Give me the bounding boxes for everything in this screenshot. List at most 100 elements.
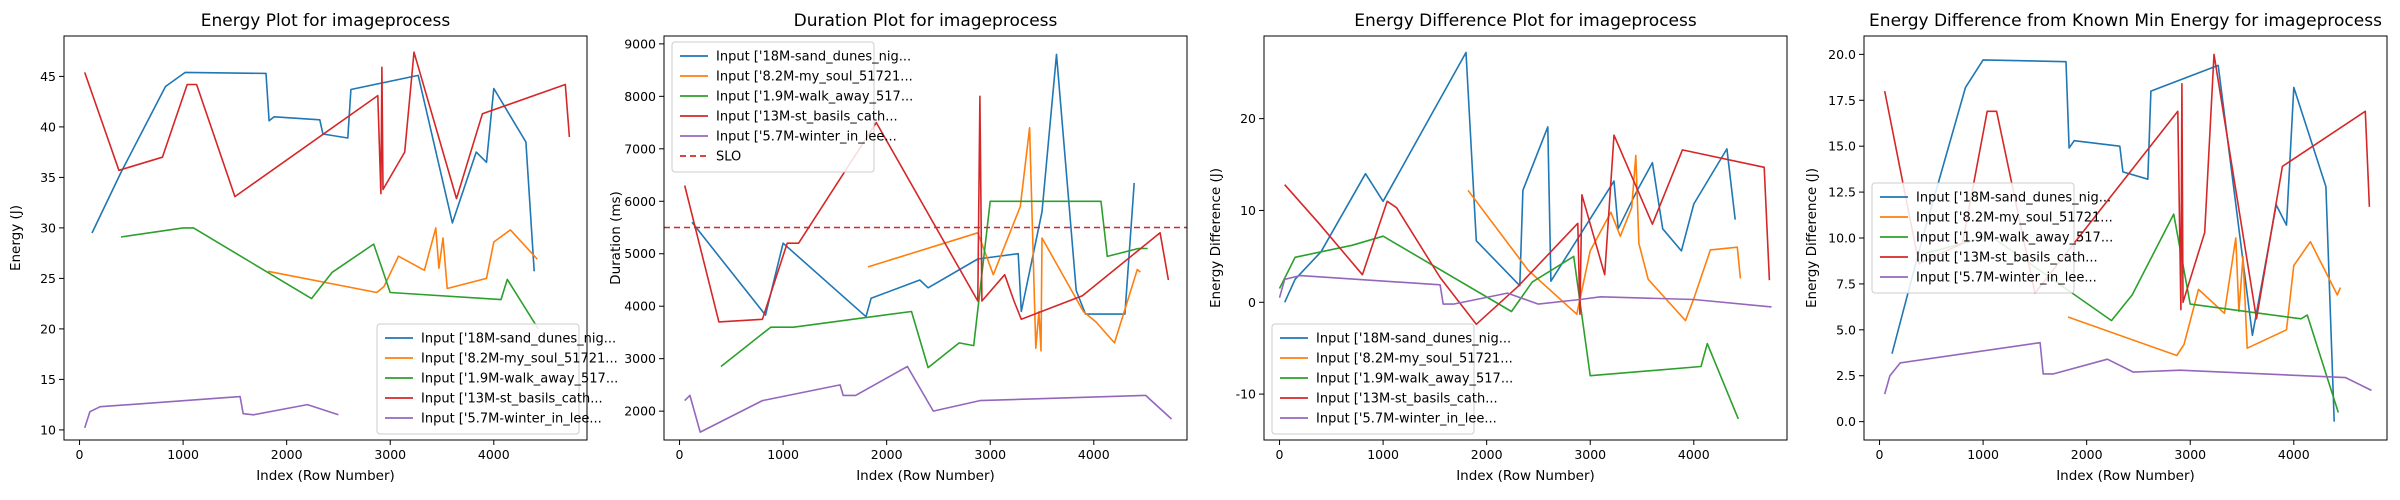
x-tick-label: 1000: [767, 447, 799, 462]
x-tick-label: 0: [1876, 447, 1884, 462]
x-tick-label: 4000: [1678, 447, 1710, 462]
series-group: [1278, 51, 1772, 420]
legend-label: Input ['18M-sand_dunes_nig...: [1916, 191, 2111, 206]
legend-label: Input ['1.9M-walk_away_517...: [716, 90, 913, 105]
chart-panel-2: Duration Plot for imageprocess 0 1000 2000 3…: [608, 11, 1188, 484]
legend-label: Input ['1.9M-walk_away_517...: [1316, 372, 1513, 387]
x-tick-label: 3000: [1574, 447, 1606, 462]
legend-label: Input ['5.7M-winter_in_lee...: [421, 412, 602, 427]
x-tick-label: 2000: [871, 447, 903, 462]
y-tick-label: 12.5: [1828, 185, 1856, 200]
x-tick-label: 3000: [2174, 447, 2206, 462]
y-tick-label: 7.5: [1836, 276, 1856, 291]
y-tick-label: 45: [40, 69, 56, 84]
chart-panel-3: Energy Difference Plot for imageprocess 0…: [1208, 11, 1788, 484]
chart-title: Energy Difference from Known Min Energy …: [1869, 11, 2382, 31]
legend-label: Input ['1.9M-walk_away_517...: [421, 372, 618, 387]
x-tick-label: 3000: [974, 447, 1006, 462]
y-axis-label: Energy (J): [8, 205, 24, 271]
y-tick-label: 17.5: [1828, 93, 1856, 108]
series-line-4: [1883, 53, 2371, 320]
series-line-4: [83, 51, 571, 200]
legend-label: Input ['13M-st_basils_cath...: [1916, 251, 2098, 266]
series-group: [664, 53, 1187, 433]
y-tick-label: 10: [40, 422, 56, 437]
legend: Input ['18M-sand_dunes_nig... Input ['8.2…: [1871, 182, 2113, 294]
legend-box: [1871, 182, 2075, 294]
series-line-5: [83, 395, 339, 429]
legend-label: Input ['5.7M-winter_in_lee...: [716, 130, 897, 145]
series-line-5: [684, 365, 1173, 433]
y-axis-label: Duration (ms): [608, 191, 624, 285]
y-tick-label: 35: [40, 170, 56, 185]
legend-box: [671, 41, 875, 173]
chart-panel-4: Energy Difference from Known Min Energy …: [1804, 11, 2388, 484]
x-tick-label: 4000: [1078, 447, 1110, 462]
y-tick-label: 3000: [624, 351, 656, 366]
legend: Input ['18M-sand_dunes_nig... Input ['8.2…: [1271, 323, 1513, 435]
legend-label: Input ['18M-sand_dunes_nig...: [421, 332, 616, 347]
legend-label: Input ['8.2M-my_soul_51721...: [1316, 352, 1513, 367]
y-axis-label: Energy Difference (J): [1208, 168, 1224, 308]
legend-label: Input ['1.9M-walk_away_517...: [1916, 231, 2113, 246]
y-tick-label: 7000: [624, 141, 656, 156]
x-tick-label: 2000: [1471, 447, 1503, 462]
series-line-4: [1284, 134, 1771, 326]
axes-frame: [1263, 35, 1788, 441]
chart-panel-1: Energy Plot for imageprocess 0 1000 2000 300…: [8, 11, 618, 484]
legend-box: [1271, 323, 1475, 435]
legend-label: Input ['8.2M-my_soul_51721...: [716, 70, 913, 85]
y-tick-label: 15: [40, 372, 56, 387]
series-line-3: [720, 200, 1148, 369]
series-line-1: [691, 53, 1135, 318]
x-tick-label: 1000: [1967, 447, 1999, 462]
x-tick-label: 4000: [478, 447, 510, 462]
series-line-5: [1883, 341, 2372, 395]
legend-box: [376, 323, 580, 435]
series-line-1: [1283, 51, 1736, 303]
x-axis-label: Index (Row Number): [2056, 468, 2195, 484]
x-tick-label: 2000: [271, 447, 303, 462]
series-line-2: [867, 127, 1141, 352]
legend-label: SLO: [716, 150, 741, 165]
y-tick-label: 6000: [624, 194, 656, 209]
series-line-2: [2067, 237, 2342, 357]
y-tick-label: 4000: [624, 299, 656, 314]
series-line-1: [91, 71, 535, 272]
series-line-3: [1278, 235, 1740, 420]
series-group: [83, 51, 571, 429]
axes-frame: [663, 35, 1188, 441]
chart-title: Duration Plot for imageprocess: [794, 11, 1058, 31]
axes-frame: [63, 35, 588, 441]
y-axis-label: Energy Difference (J): [1804, 168, 1820, 308]
legend-label: Input ['18M-sand_dunes_nig...: [716, 50, 911, 65]
x-tick-label: 0: [76, 447, 84, 462]
y-tick-label: 0.0: [1836, 414, 1856, 429]
y-tick-label: 25: [40, 271, 56, 286]
x-tick-label: 3000: [374, 447, 406, 462]
x-tick-label: 0: [1276, 447, 1284, 462]
series-line-2: [1467, 154, 1742, 322]
y-tick-label: 10.0: [1828, 231, 1856, 246]
series-line-5: [1278, 274, 1772, 308]
y-tick-label: 10: [1240, 203, 1256, 218]
legend: Input ['18M-sand_dunes_nig... Input ['8.2…: [671, 41, 913, 173]
y-tick-label: 0: [1248, 295, 1256, 310]
x-tick-label: 1000: [1367, 447, 1399, 462]
y-tick-label: 2.5: [1836, 368, 1856, 383]
legend-label: Input ['18M-sand_dunes_nig...: [1316, 332, 1511, 347]
x-axis-label: Index (Row Number): [256, 468, 395, 484]
y-tick-label: 5000: [624, 246, 656, 261]
y-tick-label: 2000: [624, 404, 656, 419]
series-line-2: [267, 227, 538, 294]
y-tick-label: 5.0: [1836, 322, 1856, 337]
legend: Input ['18M-sand_dunes_nig... Input ['8.2…: [376, 323, 618, 435]
x-tick-label: 0: [676, 447, 684, 462]
x-tick-label: 2000: [2071, 447, 2103, 462]
y-tick-label: 20: [1240, 111, 1256, 126]
legend-label: Input ['13M-st_basils_cath...: [716, 110, 898, 125]
y-tick-label: 9000: [624, 36, 656, 51]
series-line-1: [1891, 59, 2335, 422]
chart-title: Energy Difference Plot for imageprocess: [1354, 11, 1697, 31]
